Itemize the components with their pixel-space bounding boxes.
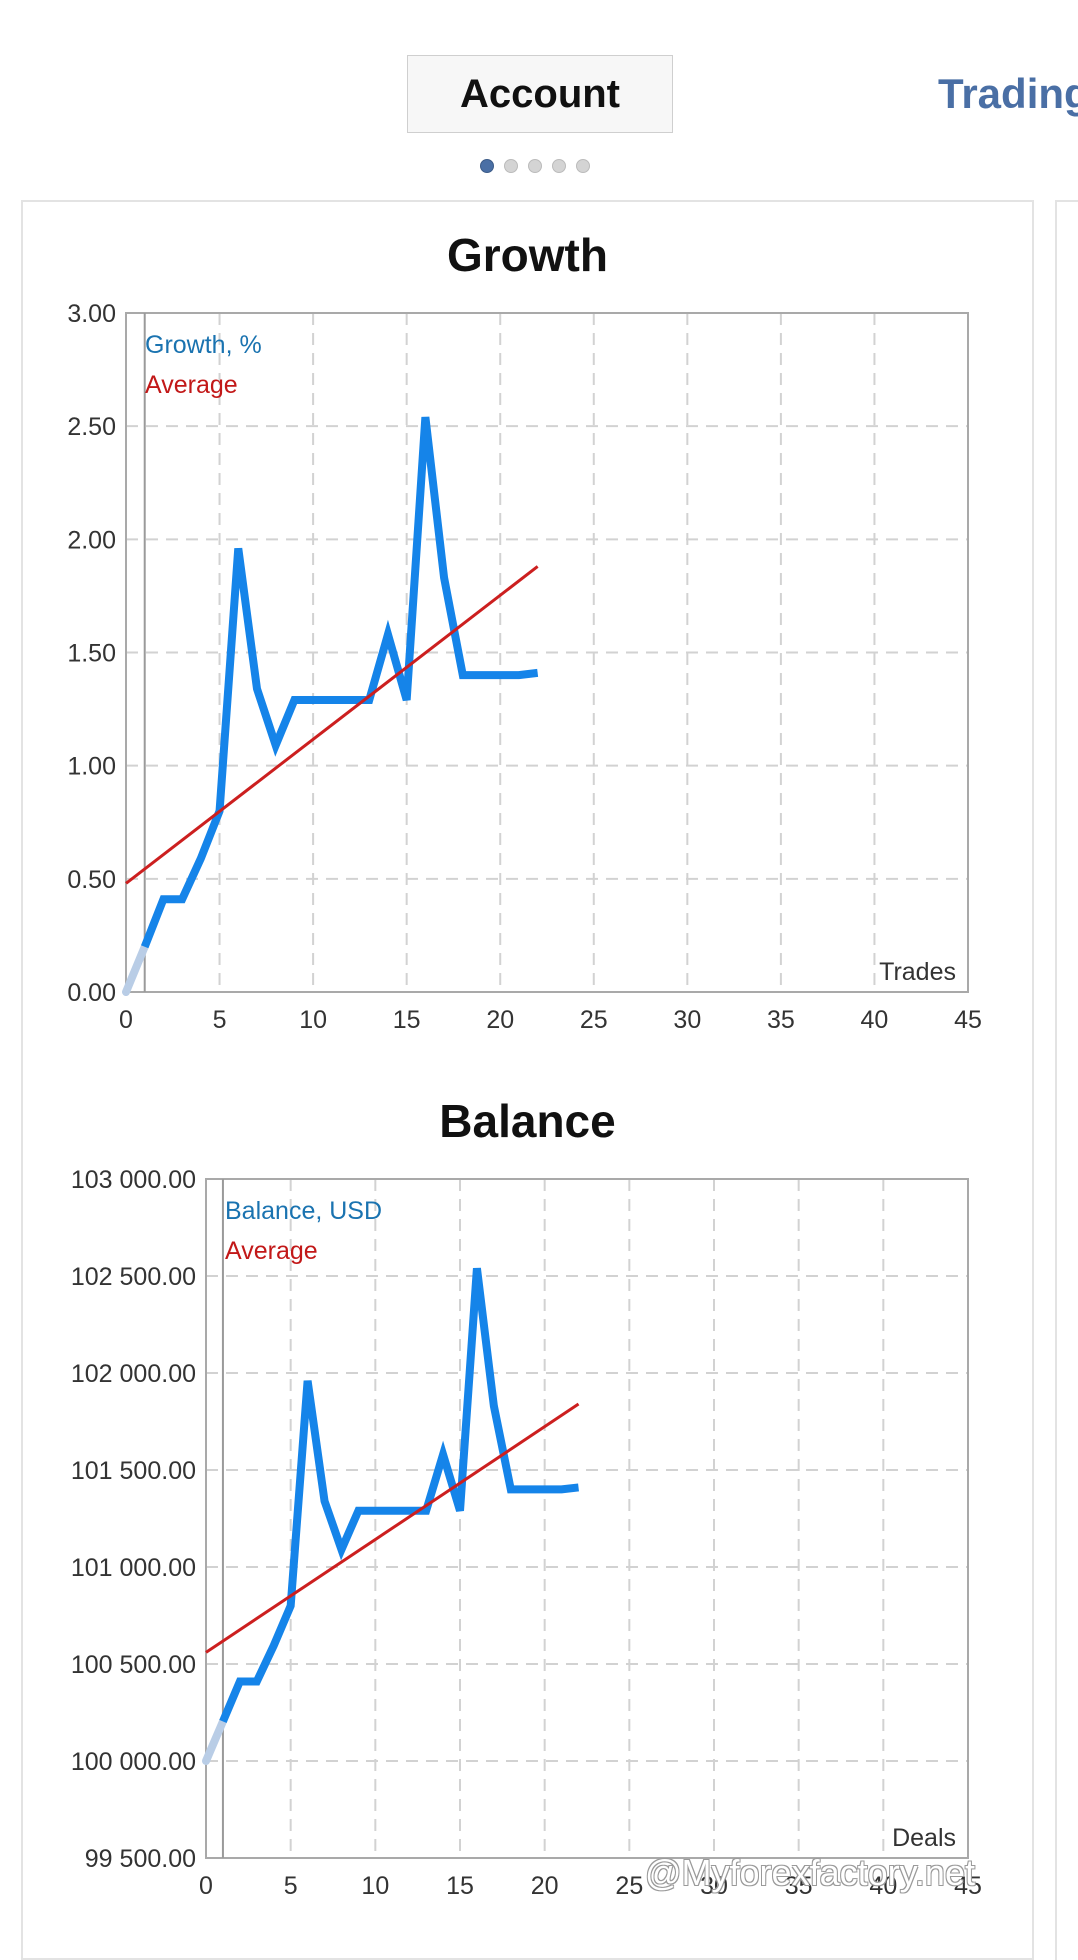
- x-tick-label: 25: [580, 1006, 608, 1034]
- y-tick-label: 0.00: [67, 979, 116, 1007]
- x-tick-label: 45: [954, 1006, 982, 1034]
- balance-chart: 99 500.00 100 000.00 100 500.00 101 000.00 1…: [0, 1156, 1000, 1916]
- y-tick-label: 103 000.00: [71, 1166, 196, 1194]
- x-tick-label: 15: [446, 1872, 474, 1900]
- legend-average: Average: [225, 1237, 318, 1265]
- growth-chart: 0.00 0.50 1.00 1.50 2.00 2.50 3.00 0 5 10 15 20 25 30…: [0, 290, 1000, 1050]
- x-tick-label: 10: [299, 1006, 327, 1034]
- y-tick-label: 1.50: [67, 640, 116, 668]
- y-tick-label: 101 000.00: [71, 1554, 196, 1582]
- x-tick-label: 15: [393, 1006, 421, 1034]
- y-tick-label: 101 500.00: [71, 1457, 196, 1485]
- pager-dot[interactable]: [504, 159, 518, 173]
- pager-dot[interactable]: [528, 159, 542, 173]
- x-tick-label: 20: [531, 1872, 559, 1900]
- average-line: [126, 566, 538, 883]
- x-tick-label: 20: [486, 1006, 514, 1034]
- pager-dot[interactable]: [576, 159, 590, 173]
- y-tick-label: 2.50: [67, 413, 116, 441]
- balance-chart-title: Balance: [0, 1094, 1055, 1148]
- x-tick-label: 25: [615, 1872, 643, 1900]
- growth-chart-title: Growth: [0, 228, 1055, 282]
- x-tick-label: 0: [119, 1006, 133, 1034]
- series-line: [223, 1268, 579, 1721]
- y-tick-label: 100 000.00: [71, 1748, 196, 1776]
- tab-account[interactable]: Account: [407, 55, 673, 133]
- y-tick-label: 102 000.00: [71, 1360, 196, 1388]
- series-start-segment: [206, 1721, 223, 1761]
- x-tick-label: 10: [361, 1872, 389, 1900]
- y-tick-label: 0.50: [67, 866, 116, 894]
- series-start-segment: [126, 947, 145, 992]
- y-tick-label: 3.00: [67, 300, 116, 328]
- pager-dot[interactable]: [480, 159, 494, 173]
- series-line: [145, 417, 538, 947]
- legend-series: Balance, USD: [225, 1197, 382, 1225]
- pager-dots: [480, 159, 590, 173]
- legend-average: Average: [145, 371, 238, 399]
- x-axis-label: Deals: [892, 1824, 956, 1852]
- average-line: [206, 1404, 579, 1652]
- x-tick-label: 0: [199, 1872, 213, 1900]
- x-tick-label: 35: [767, 1006, 795, 1034]
- plot-frame: [206, 1179, 968, 1858]
- y-tick-label: 100 500.00: [71, 1651, 196, 1679]
- x-axis-label: Trades: [879, 958, 956, 986]
- y-tick-label: 1.00: [67, 753, 116, 781]
- legend-series: Growth, %: [145, 331, 262, 359]
- x-tick-label: 5: [284, 1872, 298, 1900]
- trading-panel-edge: [1055, 200, 1078, 1960]
- pager-dot[interactable]: [552, 159, 566, 173]
- x-tick-label: 40: [861, 1006, 889, 1034]
- x-tick-label: 5: [213, 1006, 227, 1034]
- y-tick-label: 99 500.00: [85, 1845, 196, 1873]
- y-tick-label: 2.00: [67, 526, 116, 554]
- tab-trading[interactable]: Trading: [938, 70, 1078, 118]
- watermark-text: @Myforexfactory.net: [645, 1852, 975, 1894]
- x-tick-label: 30: [673, 1006, 701, 1034]
- y-tick-label: 102 500.00: [71, 1263, 196, 1291]
